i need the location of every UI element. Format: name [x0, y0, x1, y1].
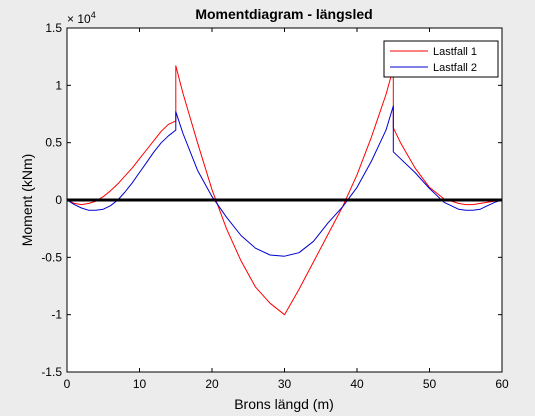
legend: Lastfall 1 Lastfall 2 [383, 40, 499, 78]
y-tick-label: -1 [51, 308, 62, 322]
x-tick-label: 40 [350, 377, 364, 391]
y-scale-base: × 10 [67, 12, 91, 26]
y-tick-label: 1 [55, 78, 62, 92]
x-tick-label: 50 [423, 377, 437, 391]
series-layer [66, 65, 503, 316]
x-tick-label: 0 [64, 377, 71, 391]
y-axis-title: Moment (kNm) [19, 154, 35, 247]
y-tick-label: 1.5 [45, 21, 62, 35]
x-tick-label: 30 [278, 377, 292, 391]
x-tick-label: 60 [495, 377, 509, 391]
y-tick-label: 0.5 [45, 136, 62, 150]
x-axis-title: Brons längd (m) [234, 396, 334, 412]
series-line-lastfall-1 [66, 65, 503, 316]
x-tick-label: 20 [205, 377, 219, 391]
chart-title: Momentdiagram - längsled [195, 6, 372, 22]
legend-box [383, 40, 499, 78]
y-tick-label: -1.5 [41, 365, 62, 379]
y-scale-exponent: 4 [91, 10, 96, 20]
series-line-lastfall-2 [66, 105, 503, 257]
axis-ticks: 0 10 20 30 40 50 60 -1.5 -1 -0.5 0 0.5 1 1.5 [41, 21, 509, 391]
y-tick-label: 0 [55, 193, 62, 207]
legend-label-lastfall-1: Lastfall 1 [433, 46, 477, 58]
y-tick-label: -0.5 [41, 250, 62, 264]
legend-label-lastfall-2: Lastfall 2 [433, 62, 477, 74]
y-scale-label: × 104 [67, 10, 96, 26]
x-tick-label: 10 [133, 377, 147, 391]
